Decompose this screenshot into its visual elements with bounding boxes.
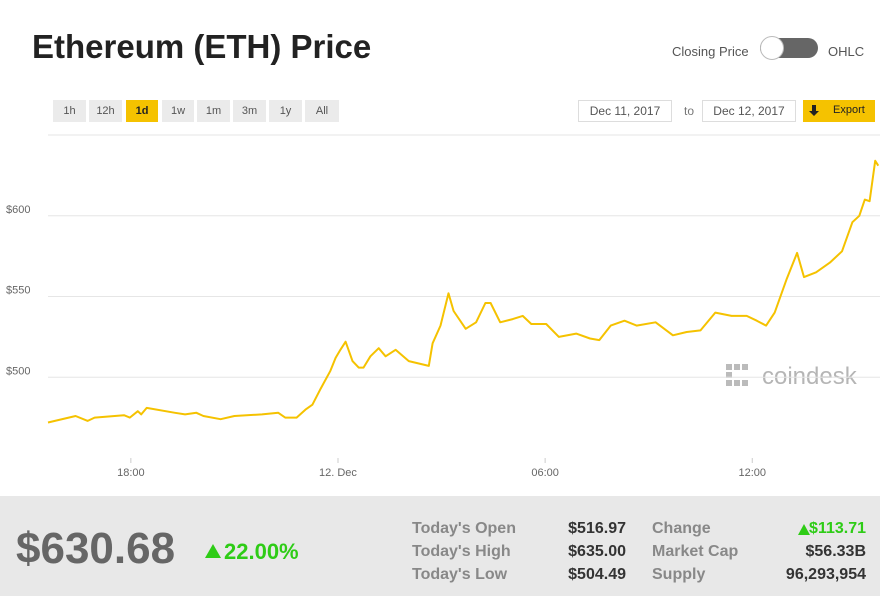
price-line (47, 159, 880, 424)
stat-label: Today's Open (412, 520, 516, 537)
range-button[interactable]: 12h (89, 100, 122, 122)
stat-label: Today's Low (412, 566, 508, 583)
x-tick-label: 06:00 (531, 467, 559, 479)
x-tick-label: 18:00 (117, 467, 145, 479)
range-button[interactable]: 1m (197, 100, 230, 122)
date-sep: to (684, 104, 695, 118)
range-button[interactable]: 1w (162, 100, 194, 122)
stat-value: $635.00 (568, 543, 626, 560)
stat-value: 96,293,954 (785, 566, 866, 583)
range-button[interactable]: 1d (126, 100, 158, 122)
y-tick-label: $600 (6, 204, 30, 216)
up-arrow (205, 544, 221, 558)
range-button[interactable]: 3m (233, 100, 266, 122)
stat-label: Market Cap (652, 543, 739, 560)
toggle[interactable] (760, 36, 818, 60)
range-button[interactable]: 1h (53, 100, 86, 122)
page-title: Ethereum (ETH) Price (32, 28, 372, 65)
export-button[interactable]: Export (803, 100, 875, 122)
stat-value: $113.71 (809, 520, 866, 537)
current-price: $630.68 (16, 524, 176, 573)
toggle-label: Closing Price (672, 44, 749, 59)
export-label: Export (833, 104, 865, 116)
download-icon (809, 105, 819, 116)
range-button[interactable]: 1y (269, 100, 302, 122)
stat-label: Change (652, 520, 711, 537)
stat-label: Supply (652, 566, 706, 583)
y-tick-label: $550 (6, 285, 30, 297)
y-tick-label: $500 (6, 365, 30, 377)
summary-panel: $630.68 22.00% Today's Open $516.97 Toda… (0, 496, 880, 596)
toggle-label: OHLC (828, 44, 865, 59)
date-to[interactable]: Dec 12, 2017 (702, 100, 796, 122)
date-from[interactable]: Dec 11, 2017 (578, 100, 672, 122)
x-tick-label: 12:00 (738, 467, 766, 479)
change-percent: 22.00% (224, 539, 299, 564)
x-tick-label: 12. Dec (319, 467, 357, 479)
chart: coindesk $500 $550 $600 18:00 12. Dec 06:00 12… (6, 134, 880, 479)
watermark-icon (726, 364, 748, 386)
watermark: coindesk (762, 363, 858, 390)
stat-value: $516.97 (568, 520, 626, 537)
stat-value: $504.49 (568, 566, 626, 583)
stat-label: Today's High (412, 543, 511, 560)
range-button[interactable]: All (305, 100, 339, 122)
toggle-knob (760, 36, 784, 60)
stat-value: $56.33B (805, 543, 867, 560)
up-arrow (798, 524, 810, 535)
